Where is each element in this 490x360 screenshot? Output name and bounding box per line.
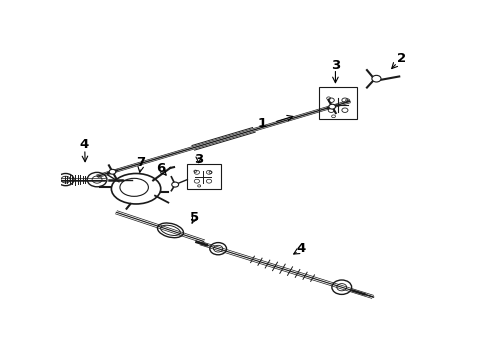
Text: 1: 1 bbox=[258, 117, 267, 130]
Text: 5: 5 bbox=[190, 211, 199, 224]
Text: 3: 3 bbox=[194, 153, 203, 166]
Text: 4: 4 bbox=[79, 139, 89, 152]
Circle shape bbox=[172, 182, 178, 187]
Circle shape bbox=[329, 104, 336, 109]
Text: 3: 3 bbox=[331, 59, 340, 72]
Text: 2: 2 bbox=[396, 52, 406, 65]
Circle shape bbox=[109, 169, 116, 174]
Text: 7: 7 bbox=[136, 157, 146, 170]
Text: 6: 6 bbox=[156, 162, 166, 175]
Text: 4: 4 bbox=[296, 242, 306, 255]
Bar bbox=[319, 87, 357, 118]
Circle shape bbox=[372, 75, 381, 82]
Bar bbox=[187, 164, 220, 189]
